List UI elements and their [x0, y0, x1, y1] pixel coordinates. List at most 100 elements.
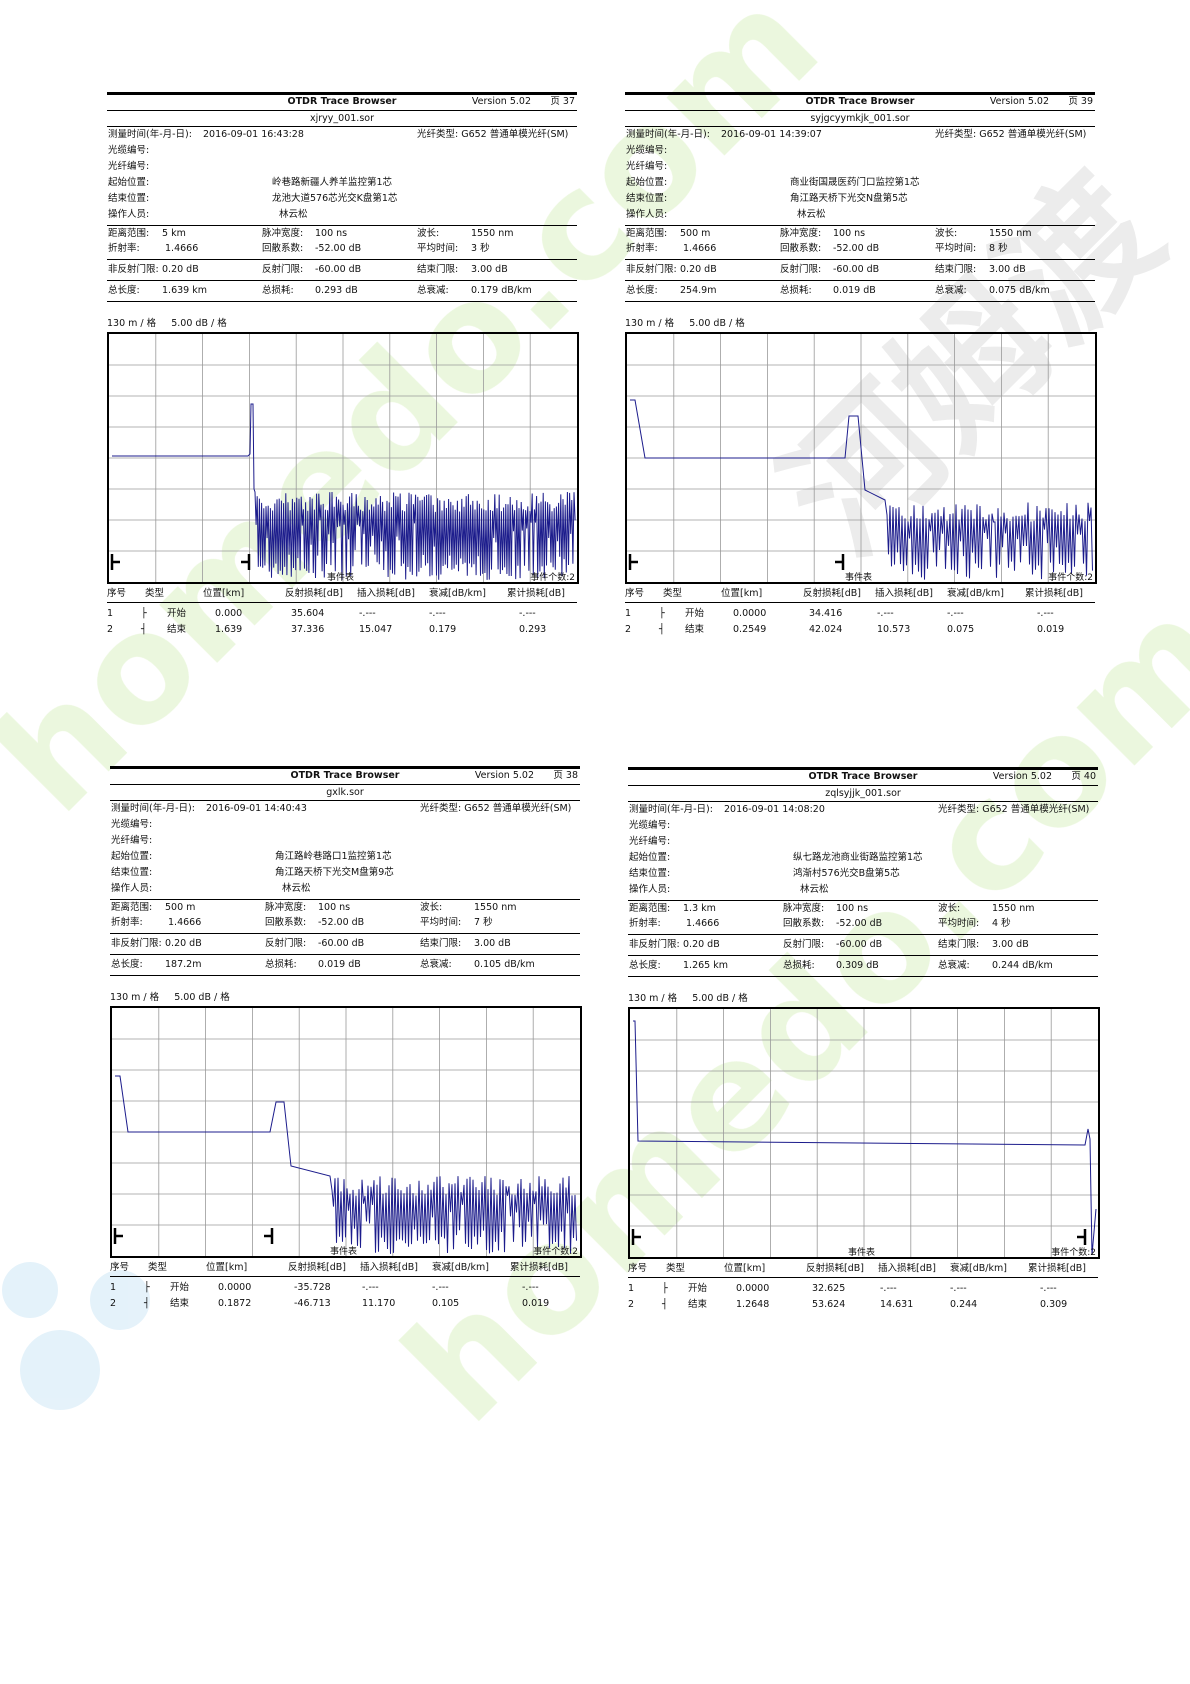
otdr-trace-plot: 事件表 事件个数:2	[107, 332, 579, 584]
scale-label: 130 m / 格 5.00 dB / 格	[628, 993, 748, 1004]
event-att: -.---	[950, 1283, 967, 1294]
event-ins: 14.631	[880, 1299, 914, 1310]
total-atten-value: 0.244 dB/km	[992, 960, 1053, 971]
end-pos-value: 角江路天桥下光交N盘第5芯	[790, 193, 908, 204]
col-pos: 位置[km]	[206, 1262, 248, 1273]
col-pos: 位置[km]	[203, 588, 245, 599]
col-type: 类型	[663, 588, 683, 599]
event-name: 结束	[685, 624, 705, 635]
event-refl: 35.604	[291, 608, 325, 619]
pulse-label: 脉冲宽度:	[262, 228, 304, 239]
event-name: 结束	[688, 1299, 708, 1310]
scale-label: 130 m / 格 5.00 dB / 格	[107, 318, 227, 329]
avg-time-label: 平均时间:	[938, 918, 980, 929]
start-pos-label: 起始位置:	[629, 852, 671, 863]
pulse-value: 100 ns	[836, 903, 869, 914]
measure-time-label: 测量时间(年-月-日):	[111, 803, 195, 814]
measure-time-value: 2016-09-01 14:40:43	[206, 803, 307, 814]
fiber-no-label: 光纤编号:	[626, 161, 668, 172]
end-marker-icon	[835, 554, 845, 570]
wavelength-label: 波长:	[935, 228, 958, 239]
col-att: 衰减[dB/km]	[947, 588, 1004, 599]
event-no: 2	[107, 624, 114, 635]
version-label: Version 5.02	[992, 771, 1052, 782]
end-event-icon: ┤	[662, 1299, 668, 1310]
range-value: 500 m	[165, 902, 196, 913]
event-att: 0.075	[947, 624, 975, 635]
total-atten-value: 0.075 dB/km	[989, 285, 1050, 296]
refl-value: -60.00 dB	[318, 938, 365, 949]
pulse-value: 100 ns	[318, 902, 351, 913]
event-ins: -.---	[880, 1283, 897, 1294]
end-marker-icon	[264, 1228, 274, 1244]
range-value: 1.3 km	[683, 903, 716, 914]
event-ins: -.---	[362, 1282, 379, 1293]
page-number: 页 38	[553, 770, 578, 781]
event-cum: 0.019	[1037, 624, 1065, 635]
ior-value: 1.4666	[686, 918, 720, 929]
operator-label: 操作人员:	[111, 883, 153, 894]
threshold-row: 非反射门限: 0.20 dB 反射门限: -60.00 dB 结束门限: 3.0…	[107, 260, 577, 281]
avg-time-value: 8 秒	[989, 243, 1008, 254]
start-pos-label: 起始位置:	[626, 177, 668, 188]
start-pos-value: 商业街国晟医药门口监控第1芯	[790, 177, 920, 188]
otdr-trace-plot: 事件表 事件个数:2	[110, 1006, 582, 1258]
event-cum: -.---	[1037, 608, 1054, 619]
table-row: 1 ├ 开始 0.000 35.604 -.--- -.--- -.---	[107, 606, 577, 622]
pulse-label: 脉冲宽度:	[265, 902, 307, 913]
event-name: 结束	[167, 624, 187, 635]
end-thr-value: 3.00 dB	[992, 939, 1029, 950]
meta-block: 测量时间(年-月-日): 2016-09-01 14:39:07 光纤类型: G…	[625, 127, 1095, 226]
wavelength-value: 1550 nm	[474, 902, 517, 913]
col-cum: 累计损耗[dB]	[1028, 1263, 1086, 1274]
backscatter-value: -52.00 dB	[836, 918, 883, 929]
nonrefl-label: 非反射门限:	[626, 264, 677, 275]
total-len-label: 总长度:	[111, 959, 143, 970]
end-event-icon: ┤	[659, 624, 665, 635]
event-table-label: 事件表	[845, 573, 873, 583]
event-no: 1	[625, 608, 632, 619]
measure-time-value: 2016-09-01 14:08:20	[724, 804, 825, 815]
backscatter-label: 回散系数:	[262, 243, 304, 254]
report-header: OTDR Trace Browser Version 5.02 页 38	[110, 766, 580, 785]
event-table: 序号 类型 位置[km] 反射损耗[dB] 插入损耗[dB] 衰减[dB/km]…	[107, 584, 577, 648]
start-pos-value: 纵七路龙池商业街路监控第1芯	[793, 852, 923, 863]
event-name: 结束	[170, 1298, 190, 1309]
start-pos-value: 岭巷路新疆人养羊监控第1芯	[272, 177, 393, 188]
scale-label: 130 m / 格 5.00 dB / 格	[625, 318, 745, 329]
wavelength-value: 1550 nm	[471, 228, 514, 239]
wavelength-value: 1550 nm	[989, 228, 1032, 239]
version-label: Version 5.02	[471, 96, 531, 107]
pulse-value: 100 ns	[315, 228, 348, 239]
pulse-label: 脉冲宽度:	[780, 228, 822, 239]
refl-value: -60.00 dB	[836, 939, 883, 950]
start-marker-icon	[628, 554, 638, 570]
avg-time-label: 平均时间:	[420, 917, 462, 928]
start-marker-icon	[631, 1229, 641, 1245]
event-att: 0.179	[429, 624, 457, 635]
refl-label: 反射门限:	[262, 264, 304, 275]
avg-time-label: 平均时间:	[935, 243, 977, 254]
end-thr-label: 结束门限:	[938, 939, 980, 950]
end-pos-label: 结束位置:	[629, 868, 671, 879]
col-type: 类型	[148, 1262, 168, 1273]
measure-time-label: 测量时间(年-月-日):	[629, 804, 713, 815]
event-pos: 1.639	[215, 624, 243, 635]
event-table-label: 事件表	[848, 1248, 876, 1258]
event-att: 0.105	[432, 1298, 460, 1309]
pulse-label: 脉冲宽度:	[783, 903, 825, 914]
refl-value: -60.00 dB	[833, 264, 880, 275]
col-ins: 插入损耗[dB]	[357, 588, 415, 599]
table-row: 1 ├ 开始 0.0000 -35.728 -.--- -.--- -.---	[110, 1280, 580, 1296]
col-att: 衰减[dB/km]	[429, 588, 486, 599]
event-pos: 0.2549	[733, 624, 767, 635]
cable-no-label: 光缆编号:	[626, 145, 668, 156]
end-pos-label: 结束位置:	[108, 193, 150, 204]
otdr-trace-line	[633, 1020, 1097, 1256]
total-len-value: 254.9m	[680, 285, 717, 296]
page-number: 页 39	[1068, 96, 1093, 107]
wavelength-label: 波长:	[417, 228, 440, 239]
operator-label: 操作人员:	[108, 209, 150, 220]
event-table-label: 事件表	[330, 1247, 358, 1257]
col-pos: 位置[km]	[724, 1263, 766, 1274]
